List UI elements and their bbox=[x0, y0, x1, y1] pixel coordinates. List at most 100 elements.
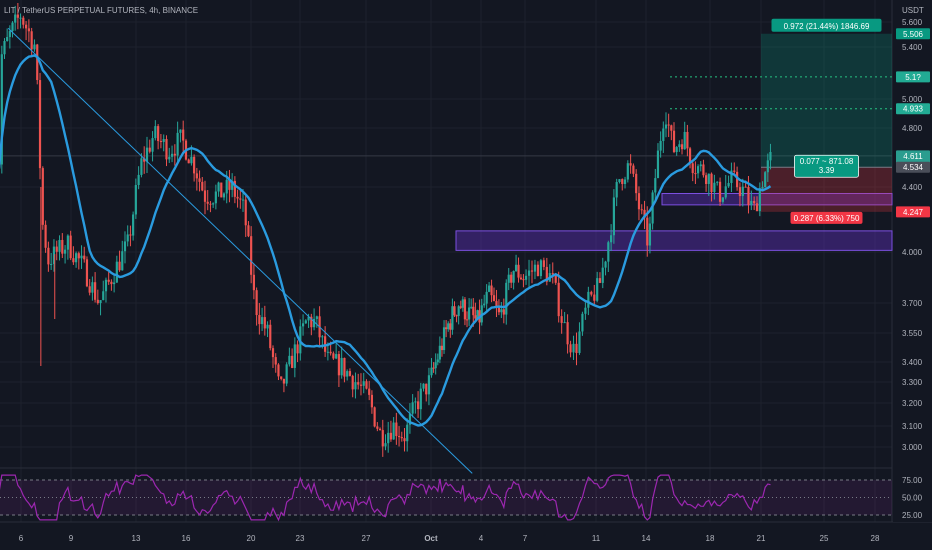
candle-body[interactable] bbox=[545, 266, 548, 282]
candle-body[interactable] bbox=[646, 217, 649, 246]
candle-body[interactable] bbox=[129, 234, 132, 236]
candle-body[interactable] bbox=[440, 345, 444, 351]
candle-body[interactable] bbox=[126, 234, 129, 242]
candle-body[interactable] bbox=[699, 164, 702, 167]
candle-body[interactable] bbox=[381, 430, 384, 447]
candle-body[interactable] bbox=[680, 144, 684, 150]
candle-body[interactable] bbox=[301, 323, 305, 327]
price-badge-level[interactable] bbox=[896, 71, 930, 83]
candle-body[interactable] bbox=[656, 150, 660, 179]
candle-body[interactable] bbox=[123, 241, 127, 252]
candle-body[interactable] bbox=[672, 130, 676, 153]
candle-body[interactable] bbox=[640, 209, 643, 211]
candle-body[interactable] bbox=[578, 331, 581, 353]
candle-body[interactable] bbox=[758, 188, 761, 212]
candle-body[interactable] bbox=[635, 173, 638, 194]
candle-body[interactable] bbox=[321, 336, 324, 338]
candle-body[interactable] bbox=[505, 282, 508, 315]
candle-body[interactable] bbox=[241, 199, 245, 201]
candle-body[interactable] bbox=[140, 158, 143, 175]
candle-body[interactable] bbox=[604, 261, 607, 268]
candle-body[interactable] bbox=[14, 14, 17, 23]
candle-body[interactable] bbox=[312, 318, 316, 328]
candle-body[interactable] bbox=[389, 432, 393, 440]
candle-body[interactable] bbox=[750, 200, 753, 206]
candle-body[interactable] bbox=[406, 424, 409, 442]
candle-body[interactable] bbox=[231, 180, 234, 190]
candle-body[interactable] bbox=[459, 306, 462, 308]
candle-body[interactable] bbox=[764, 172, 767, 188]
candle-body[interactable] bbox=[368, 388, 371, 395]
candle-body[interactable] bbox=[176, 132, 179, 156]
candle-body[interactable] bbox=[288, 355, 291, 365]
candle-body[interactable] bbox=[707, 173, 710, 184]
candle-body[interactable] bbox=[422, 383, 425, 389]
candle-body[interactable] bbox=[761, 187, 764, 189]
candle-body[interactable] bbox=[157, 126, 160, 142]
candle-body[interactable] bbox=[572, 343, 575, 353]
candle-body[interactable] bbox=[659, 140, 662, 151]
candle-body[interactable] bbox=[566, 322, 569, 345]
candle-body[interactable] bbox=[151, 138, 154, 152]
candle-body[interactable] bbox=[733, 170, 736, 172]
candle-body[interactable] bbox=[453, 306, 456, 316]
candle-body[interactable] bbox=[212, 203, 215, 205]
candle-body[interactable] bbox=[442, 327, 446, 351]
candle-body[interactable] bbox=[569, 344, 572, 353]
candle-body[interactable] bbox=[88, 286, 91, 293]
candle-body[interactable] bbox=[678, 144, 681, 148]
candle-body[interactable] bbox=[688, 148, 692, 164]
candle-body[interactable] bbox=[274, 357, 277, 365]
candle-body[interactable] bbox=[400, 437, 403, 439]
candle-body[interactable] bbox=[19, 17, 22, 19]
candle-body[interactable] bbox=[430, 367, 433, 376]
candle-body[interactable] bbox=[522, 279, 525, 281]
candle-body[interactable] bbox=[351, 375, 354, 390]
candle-body[interactable] bbox=[255, 290, 258, 316]
price-badge-entry[interactable] bbox=[896, 161, 930, 173]
candle-body[interactable] bbox=[694, 173, 697, 175]
candle-body[interactable] bbox=[91, 282, 94, 293]
candle-body[interactable] bbox=[517, 264, 520, 278]
candle-body[interactable] bbox=[74, 253, 78, 263]
candle-body[interactable] bbox=[50, 263, 53, 265]
candle-body[interactable] bbox=[738, 187, 742, 197]
trend-line[interactable] bbox=[7, 27, 473, 474]
candle-body[interactable] bbox=[554, 274, 557, 283]
candle-body[interactable] bbox=[282, 378, 286, 384]
candle-body[interactable] bbox=[461, 299, 464, 308]
candle-body[interactable] bbox=[3, 41, 6, 55]
candle-body[interactable] bbox=[222, 193, 226, 198]
candle-body[interactable] bbox=[575, 343, 578, 353]
candle-body[interactable] bbox=[512, 270, 515, 283]
candle-body[interactable] bbox=[85, 259, 89, 287]
candle-body[interactable] bbox=[766, 160, 769, 173]
price-axis[interactable]: 5.600 5.400 5.000 4.800 4.400 4.000 3.700 3.550… bbox=[893, 0, 932, 522]
candle-body[interactable] bbox=[258, 315, 261, 325]
candle-body[interactable] bbox=[24, 24, 28, 29]
candle-body[interactable] bbox=[384, 443, 387, 447]
candle-body[interactable] bbox=[713, 182, 716, 193]
candle-body[interactable] bbox=[250, 236, 253, 275]
candle-body[interactable] bbox=[244, 199, 247, 226]
candle-body[interactable] bbox=[132, 214, 135, 236]
candle-body[interactable] bbox=[615, 182, 618, 198]
candle-body[interactable] bbox=[55, 246, 58, 252]
candle-body[interactable] bbox=[168, 156, 171, 160]
candle-body[interactable] bbox=[704, 175, 708, 184]
candle-body[interactable] bbox=[598, 278, 602, 283]
candle-body[interactable] bbox=[702, 164, 705, 176]
candle-body[interactable] bbox=[492, 295, 496, 301]
price-badge-level[interactable] bbox=[896, 103, 930, 115]
candle-body[interactable] bbox=[359, 384, 363, 386]
candle-body[interactable] bbox=[27, 28, 30, 32]
candle-body[interactable] bbox=[173, 153, 176, 156]
moving-average-line[interactable] bbox=[0, 54, 772, 427]
time-axis[interactable]: 6 9 13 16 20 23 27 Oct 4 7 11 14 18 21 25 28 bbox=[19, 534, 880, 543]
candle-body[interactable] bbox=[118, 261, 121, 271]
candle-body[interactable] bbox=[472, 306, 475, 316]
candle-body[interactable] bbox=[563, 322, 566, 324]
candle-body[interactable] bbox=[198, 178, 201, 182]
candle-body[interactable] bbox=[239, 198, 242, 200]
